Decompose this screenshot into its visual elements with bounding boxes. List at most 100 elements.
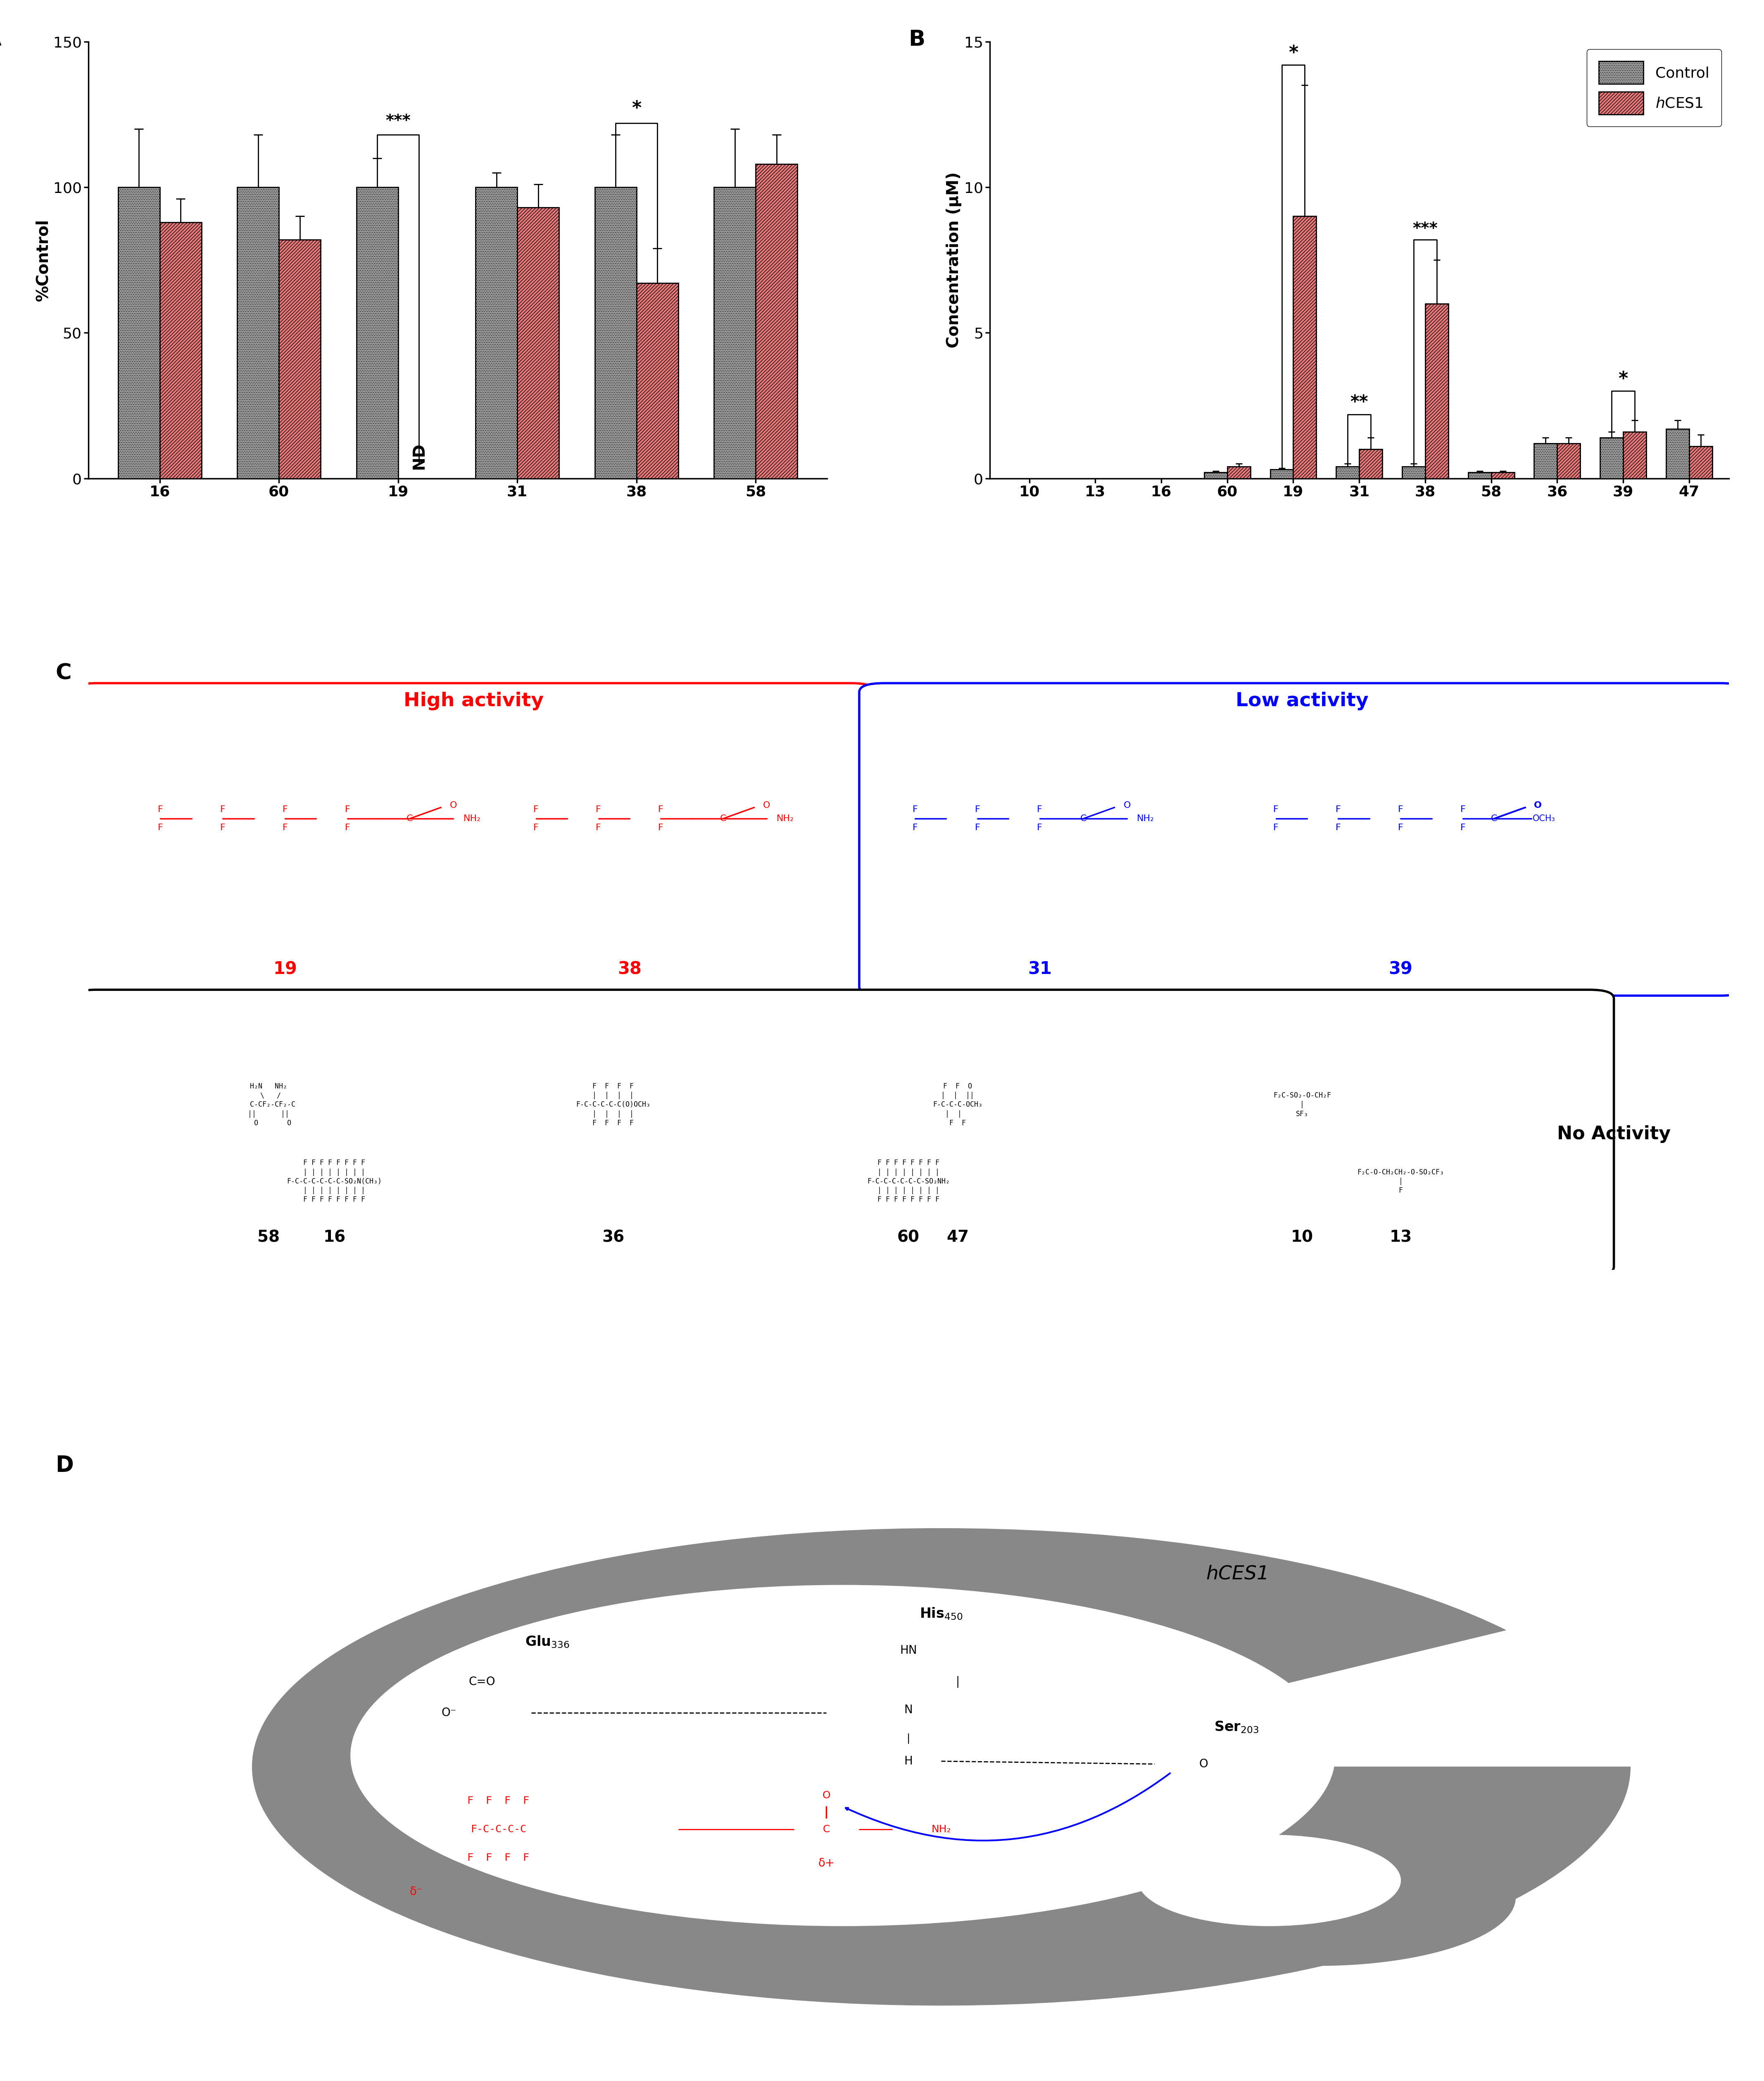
Bar	[118, 187, 161, 479]
Text: F: F	[344, 824, 349, 832]
Wedge shape	[942, 1767, 1630, 1973]
Text: F: F	[1274, 805, 1279, 814]
Bar	[1690, 445, 1713, 479]
Text: O: O	[1124, 801, 1131, 810]
Text: His$_{450}$: His$_{450}$	[919, 1607, 963, 1621]
Bar	[1402, 466, 1425, 479]
Y-axis label: %Control: %Control	[35, 219, 51, 302]
Bar	[517, 208, 559, 479]
Legend: Control, $h$CES1: Control, $h$CES1	[1586, 50, 1722, 127]
Text: F: F	[1399, 805, 1402, 814]
Text: F: F	[912, 805, 917, 814]
Text: NH₂: NH₂	[931, 1825, 951, 1833]
Bar	[1558, 443, 1581, 479]
Text: F: F	[1335, 805, 1341, 814]
Text: C: C	[406, 814, 413, 822]
Text: N: N	[905, 1704, 912, 1717]
Text: F-C-C-C-C: F-C-C-C-C	[471, 1825, 526, 1833]
Text: HN: HN	[900, 1644, 917, 1656]
Text: **: **	[1349, 393, 1369, 412]
Bar	[714, 187, 755, 479]
Text: F: F	[975, 824, 981, 832]
Text: No Activity: No Activity	[1558, 1126, 1671, 1142]
Text: F: F	[1037, 805, 1043, 814]
Text: 19: 19	[273, 961, 296, 978]
Text: 13: 13	[1390, 1230, 1411, 1244]
Text: B: B	[908, 29, 924, 50]
Circle shape	[1138, 1835, 1401, 1925]
Text: NH₂: NH₂	[1138, 814, 1154, 822]
Text: F₂C-O-CH₂CH₂-O-SO₂CF₃
|
F: F₂C-O-CH₂CH₂-O-SO₂CF₃ | F	[1357, 1167, 1445, 1194]
Text: 39: 39	[1388, 961, 1413, 978]
Bar	[594, 187, 637, 479]
Text: 36: 36	[602, 1230, 624, 1244]
Text: C: C	[1491, 814, 1498, 822]
Text: O: O	[1200, 1758, 1208, 1769]
Bar	[1205, 472, 1228, 479]
Text: F: F	[596, 824, 602, 832]
Text: F: F	[282, 805, 288, 814]
Text: F: F	[1335, 824, 1341, 832]
Bar	[1491, 472, 1514, 479]
Text: δ⁻: δ⁻	[409, 1885, 423, 1898]
Text: F: F	[658, 805, 663, 814]
Text: ***: ***	[1413, 221, 1438, 237]
Text: F: F	[1399, 824, 1402, 832]
Text: O: O	[822, 1790, 831, 1800]
Text: *: *	[632, 100, 642, 117]
Text: 58: 58	[258, 1230, 280, 1244]
Text: $h$CES1: $h$CES1	[1207, 1565, 1267, 1584]
Text: F: F	[157, 805, 162, 814]
Text: O: O	[1535, 801, 1542, 810]
Text: F: F	[282, 824, 288, 832]
Text: H: H	[905, 1756, 912, 1767]
Text: F  F  F  F: F F F F	[467, 1796, 529, 1806]
Text: δ+: δ+	[818, 1858, 834, 1869]
Text: F: F	[533, 805, 538, 814]
Text: 10: 10	[1291, 1230, 1314, 1244]
Bar	[1600, 437, 1623, 479]
Text: O⁻: O⁻	[441, 1706, 457, 1719]
Text: 31: 31	[1028, 961, 1051, 978]
Bar	[755, 164, 797, 479]
Text: F: F	[1274, 824, 1279, 832]
Text: F  F  F  F: F F F F	[467, 1852, 529, 1862]
Text: C: C	[1080, 814, 1087, 822]
Text: High activity: High activity	[404, 691, 543, 710]
Text: 16: 16	[323, 1230, 346, 1244]
FancyBboxPatch shape	[72, 683, 875, 995]
Bar	[1270, 470, 1293, 479]
Text: F: F	[157, 824, 162, 832]
Text: ND: ND	[411, 443, 427, 470]
Text: ***: ***	[386, 112, 411, 129]
Text: NH₂: NH₂	[776, 814, 794, 822]
FancyBboxPatch shape	[72, 991, 1614, 1276]
Bar	[1228, 466, 1251, 479]
Text: F: F	[220, 805, 226, 814]
Text: |: |	[956, 1675, 960, 1688]
Text: *: *	[1288, 44, 1298, 62]
Text: F: F	[912, 824, 917, 832]
Text: F: F	[658, 824, 663, 832]
Text: O: O	[450, 801, 457, 810]
Text: C: C	[822, 1825, 831, 1833]
Text: O: O	[764, 801, 771, 810]
Text: 47: 47	[947, 1230, 968, 1244]
Text: Ser$_{203}$: Ser$_{203}$	[1214, 1721, 1259, 1733]
Circle shape	[351, 1586, 1335, 1925]
Bar	[279, 239, 321, 479]
Y-axis label: Concentration (μM): Concentration (μM)	[946, 173, 961, 348]
Bar	[161, 223, 201, 479]
Wedge shape	[252, 1527, 1589, 2006]
Text: F  F  F  F
|  |  |  |
F-C-C-C-C-C(O)OCH₃
|  |  |  |
F  F  F  F: F F F F | | | | F-C-C-C-C-C(O)OCH₃ | | |…	[577, 1082, 651, 1126]
Text: 38: 38	[617, 961, 642, 978]
FancyBboxPatch shape	[859, 683, 1745, 995]
Text: F: F	[596, 805, 602, 814]
Bar	[1535, 443, 1558, 479]
Bar	[356, 187, 399, 479]
Bar	[236, 187, 279, 479]
Bar	[1293, 216, 1316, 479]
Bar	[476, 187, 517, 479]
Bar	[1425, 304, 1448, 479]
Bar	[1665, 429, 1690, 479]
